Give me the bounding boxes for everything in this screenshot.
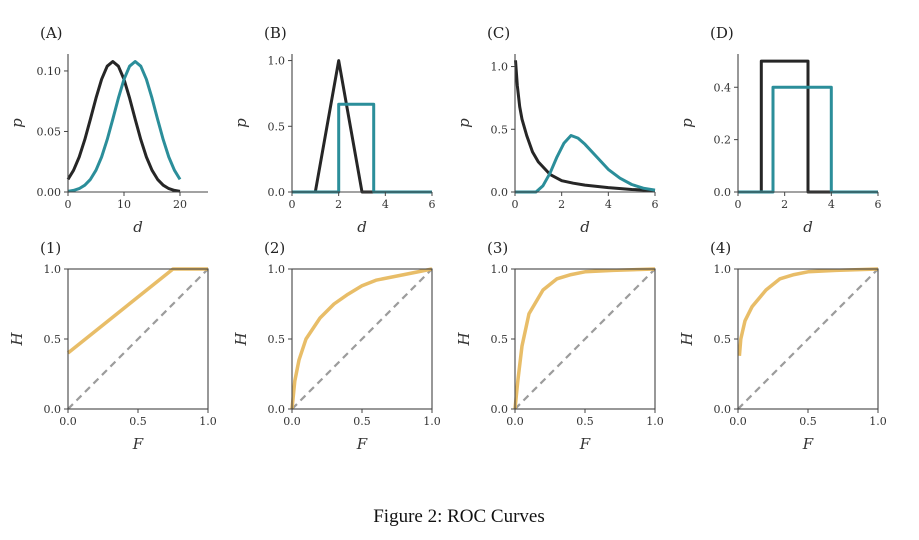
y-axis-label: p [232, 118, 250, 128]
x-tick-label: 0.0 [506, 415, 524, 428]
roc-curve [513, 267, 656, 410]
y-tick-label: 0.5 [268, 333, 286, 346]
noise-curve [514, 60, 656, 192]
x-axis-label: F [132, 435, 144, 453]
x-tick-label: 1.0 [869, 415, 887, 428]
x-tick-label: 4 [828, 198, 835, 211]
roc-curve [737, 267, 879, 356]
x-tick-label: 0 [512, 198, 519, 211]
y-tick-label: 0.00 [37, 186, 62, 199]
chance-curve [514, 268, 656, 410]
panel-D: (D) 0 2 4 6 0.0 0.2 0.4 d p [678, 24, 882, 236]
y-tick-label: 0.0 [714, 186, 732, 199]
x-tick-label: 0 [65, 198, 72, 211]
y-axis-label: H [232, 332, 250, 347]
panel-2: (2) 0.0 0.5 1.0 0.0 0.5 1.0 F H [232, 239, 441, 453]
x-tick-label: 0 [735, 198, 742, 211]
x-tick-label: 2 [558, 198, 565, 211]
x-tick-label: 0.5 [353, 415, 371, 428]
y-axis-label: H [455, 332, 473, 347]
panel-label: (2) [264, 239, 285, 257]
y-axis-label: H [678, 332, 696, 347]
panel-label: (1) [40, 239, 61, 257]
x-tick-label: 1.0 [199, 415, 217, 428]
y-tick-label: 0.0 [491, 186, 509, 199]
x-tick-label: 2 [335, 198, 342, 211]
x-tick-label: 0.0 [283, 415, 301, 428]
x-axis-label: d [357, 218, 367, 236]
panel-label: (C) [487, 24, 510, 42]
y-tick-label: 1.0 [44, 263, 62, 276]
y-axis-label: p [678, 118, 696, 128]
y-axis-label: p [455, 118, 473, 128]
y-tick-label: 0.0 [268, 403, 286, 416]
x-axis-label: F [579, 435, 591, 453]
y-tick-label: 0.5 [44, 333, 62, 346]
x-tick-label: 6 [875, 198, 882, 211]
x-tick-label: 4 [605, 198, 612, 211]
x-axis-label: F [802, 435, 814, 453]
y-tick-label: 0.5 [268, 120, 286, 133]
y-axis-label: H [8, 332, 26, 347]
x-tick-label: 6 [652, 198, 659, 211]
y-tick-label: 1.0 [268, 55, 286, 68]
panel-3: (3) 0.0 0.5 1.0 0.0 0.5 1.0 F H [455, 239, 664, 453]
noise-curve [313, 59, 374, 194]
panel-C: (C) 0 2 4 6 0.0 0.5 1.0 d p [455, 24, 659, 236]
chance-curve [291, 268, 433, 410]
panel-A: (A) 0 10 20 0.00 0.05 0.10 d p [8, 24, 208, 236]
panel-1: (1) 0.0 0.5 1.0 0.0 0.5 1.0 F H [8, 239, 217, 453]
y-tick-label: 1.0 [491, 61, 509, 74]
x-tick-label: 1.0 [646, 415, 664, 428]
y-tick-label: 1.0 [268, 263, 286, 276]
y-tick-label: 0.0 [491, 403, 509, 416]
y-tick-label: 0.05 [37, 125, 62, 138]
x-tick-label: 2 [781, 198, 788, 211]
x-tick-label: 1.0 [423, 415, 441, 428]
y-tick-label: 0.4 [714, 81, 732, 94]
chance-curve [737, 268, 879, 410]
panel-B: (B) 0 2 4 6 0.0 0.5 1.0 d p [232, 24, 436, 236]
x-axis-label: F [356, 435, 368, 453]
panel-label: (D) [710, 24, 734, 42]
x-tick-label: 0.5 [799, 415, 817, 428]
x-tick-label: 0 [289, 198, 296, 211]
panel-4: (4) 0.0 0.5 1.0 0.0 0.5 1.0 F H [678, 239, 887, 453]
y-tick-label: 0.5 [491, 123, 509, 136]
panel-label: (B) [264, 24, 287, 42]
x-tick-label: 0.5 [576, 415, 594, 428]
x-axis-label: d [133, 218, 143, 236]
y-axis-label: p [8, 118, 26, 128]
x-tick-label: 4 [382, 198, 389, 211]
signal-curve [67, 60, 182, 193]
x-tick-label: 20 [173, 198, 187, 211]
x-tick-label: 6 [429, 198, 436, 211]
x-axis-label: d [803, 218, 813, 236]
y-tick-label: 1.0 [491, 263, 509, 276]
panel-label: (A) [40, 24, 63, 42]
x-tick-label: 0.5 [129, 415, 147, 428]
roc-curve [290, 267, 433, 410]
x-tick-label: 0.0 [729, 415, 747, 428]
y-tick-label: 0.2 [714, 134, 732, 147]
y-tick-label: 0.5 [491, 333, 509, 346]
y-tick-label: 0.0 [44, 403, 62, 416]
x-tick-label: 0.0 [59, 415, 77, 428]
figure-caption: Figure 2: ROC Curves [373, 506, 545, 527]
signal-curve [515, 134, 656, 194]
x-tick-label: 10 [117, 198, 131, 211]
panel-label: (3) [487, 239, 508, 257]
x-axis-label: d [580, 218, 590, 236]
y-tick-label: 0.5 [714, 333, 732, 346]
y-tick-label: 1.0 [714, 263, 732, 276]
y-tick-label: 0.10 [37, 65, 62, 78]
y-tick-label: 0.0 [268, 186, 286, 199]
chance-curve [67, 268, 209, 410]
panel-label: (4) [710, 239, 731, 257]
y-tick-label: 0.0 [714, 403, 732, 416]
signal-curve [292, 102, 432, 194]
